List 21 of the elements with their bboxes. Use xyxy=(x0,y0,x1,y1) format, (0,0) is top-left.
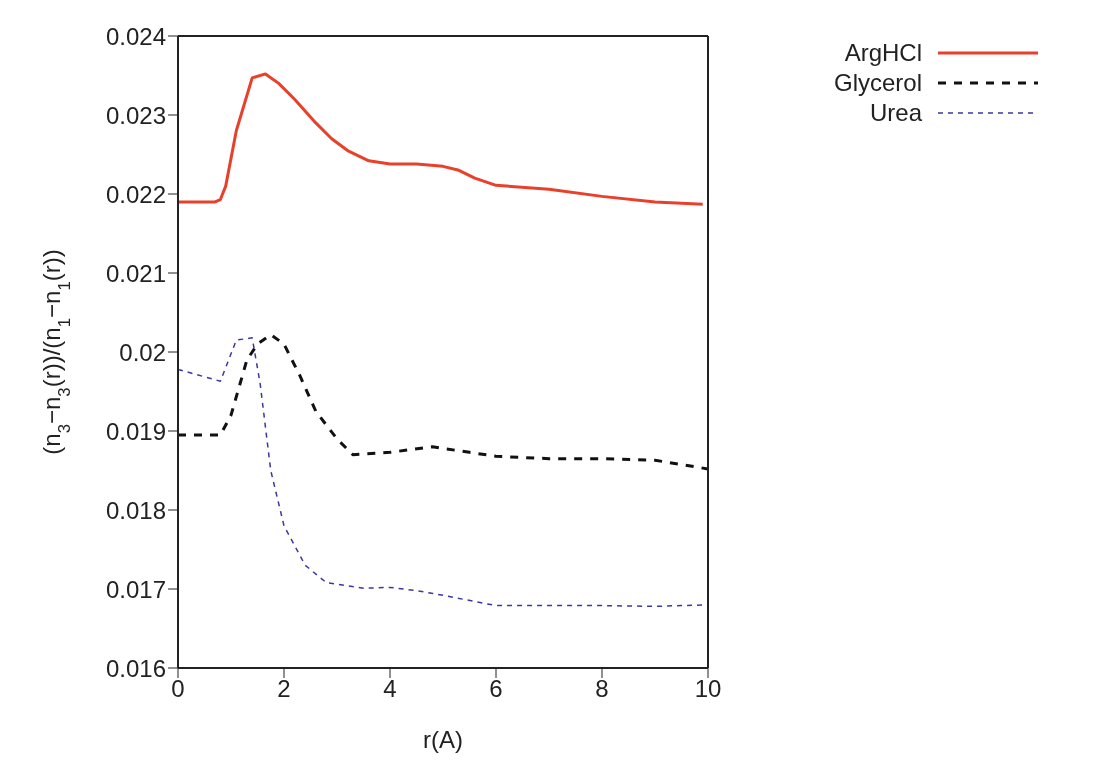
y-tick-label: 0.024 xyxy=(105,22,166,50)
y-tick-label: 0.021 xyxy=(105,259,166,287)
x-tick-label: 10 xyxy=(694,675,722,703)
y-tick-label: 0.02 xyxy=(119,338,166,366)
y-tick-label: 0.023 xyxy=(105,101,166,129)
y-tick-label: 0.019 xyxy=(105,417,166,445)
line-series xyxy=(178,333,708,471)
x-tick-label: 4 xyxy=(383,675,397,703)
x-tick-label: 8 xyxy=(595,675,609,703)
y-tick-label: 0.018 xyxy=(105,496,166,524)
line-series xyxy=(178,72,705,206)
y-tick-label: 0.017 xyxy=(105,575,166,603)
x-tick-label: 6 xyxy=(489,675,503,703)
y-tick-label: 0.022 xyxy=(105,180,166,208)
legend-label: ArgHCl xyxy=(844,38,922,68)
x-tick-label: 2 xyxy=(277,675,291,703)
legend-label: Glycerol xyxy=(833,68,922,98)
y-tick-label: 0.016 xyxy=(105,654,166,682)
x-tick-label: 0 xyxy=(171,675,185,703)
legend-label: Urea xyxy=(869,98,922,128)
x-axis-title: r(A) xyxy=(423,726,463,753)
